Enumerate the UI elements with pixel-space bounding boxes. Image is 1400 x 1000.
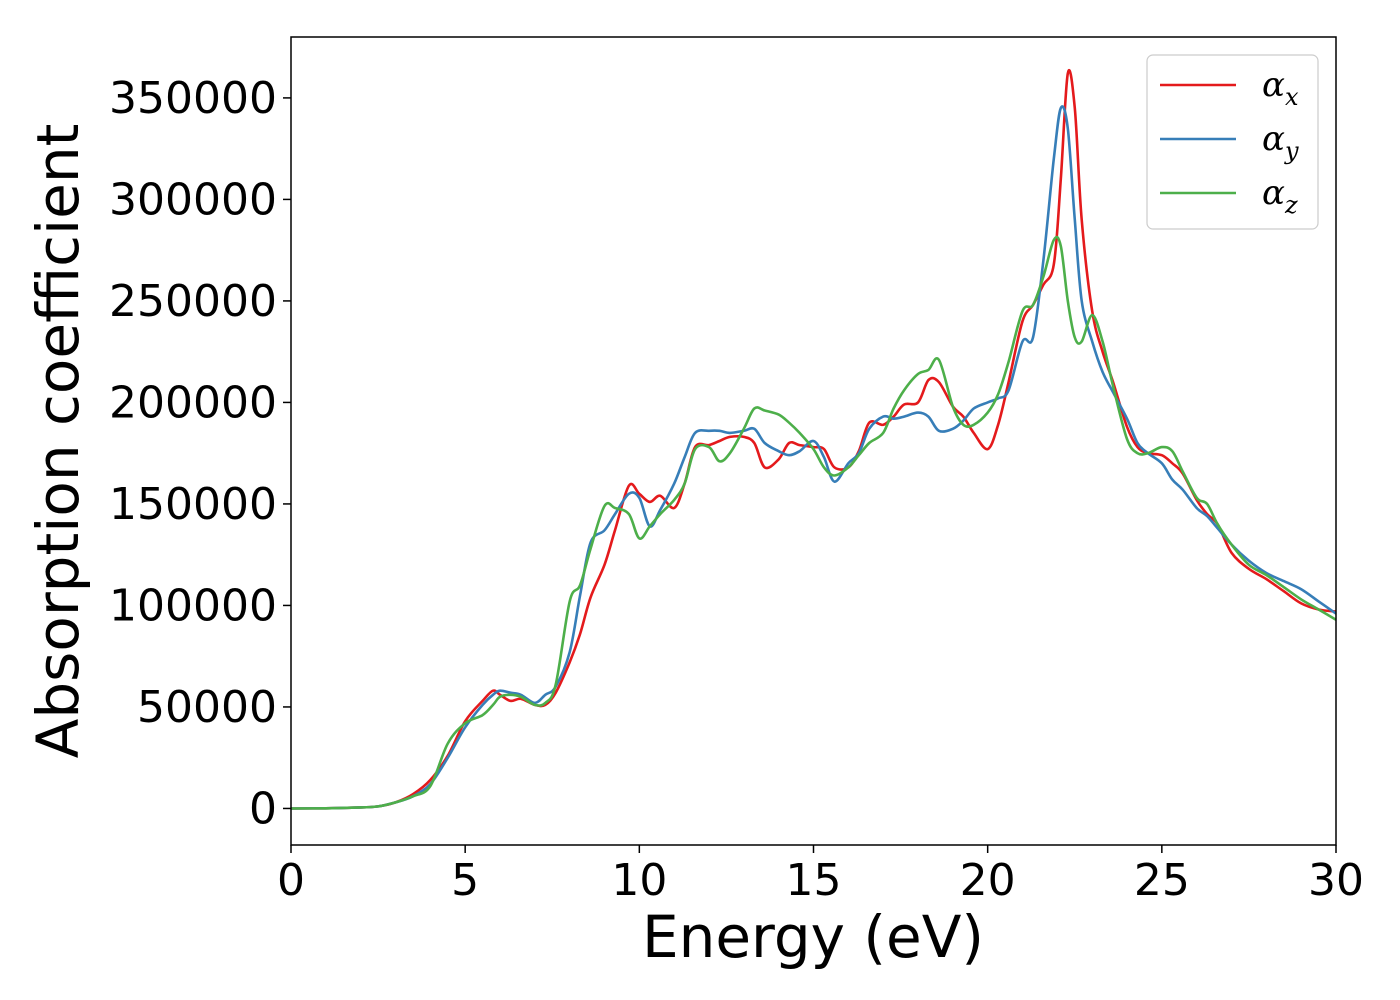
x-axis: 0 5 10 15 20 25 30 (277, 845, 1364, 906)
series-line-y (291, 105, 1336, 810)
legend-subscript: y (1284, 137, 1299, 165)
x-tick-label: 0 (277, 855, 305, 906)
x-tick-label: 20 (960, 855, 1016, 906)
y-axis: 0 50000 100000 150000 200000 250000 300000 3500… (109, 73, 291, 834)
x-axis-title: Energy (eV) (642, 903, 984, 971)
y-tick-label: 150000 (109, 479, 277, 530)
y-tick-label: 300000 (109, 174, 277, 225)
x-tick-label: 25 (1134, 855, 1190, 906)
y-tick-label: 200000 (109, 377, 277, 428)
series-layer (291, 69, 1336, 810)
x-tick-label: 5 (451, 855, 479, 906)
y-tick-label: 50000 (137, 682, 277, 733)
legend-subscript: z (1284, 191, 1298, 219)
y-tick-label: 250000 (109, 276, 277, 327)
legend-subscript: x (1285, 83, 1299, 111)
legend-box (1146, 54, 1319, 230)
x-tick-label: 10 (611, 855, 667, 906)
x-tick-label: 30 (1308, 855, 1364, 906)
y-axis-title: Absorption coefficient (24, 124, 92, 759)
y-tick-label: 100000 (109, 580, 277, 631)
x-tick-label: 15 (786, 855, 842, 906)
series-line-z (291, 235, 1336, 810)
y-tick-label: 0 (249, 783, 277, 834)
y-tick-label: 350000 (109, 73, 277, 124)
